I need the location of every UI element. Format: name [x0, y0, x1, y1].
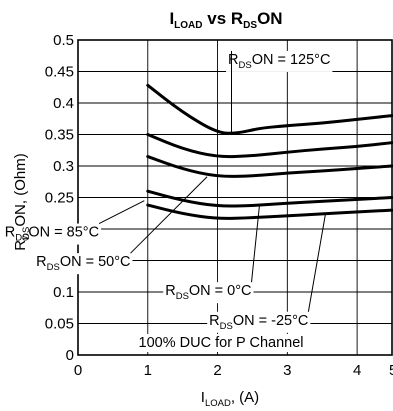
annotation-leader-line: [98, 200, 145, 225]
annotation-label-bg: [207, 311, 311, 333]
y-tick-label: 0.1: [53, 284, 74, 301]
grid-lines: [77, 39, 392, 356]
series-line--25C: [146, 203, 393, 220]
chart-title: ILOAD vs RDSON: [169, 9, 282, 31]
y-tick-label: 0.25: [45, 190, 74, 207]
footnote-label: 100% DUC for P Channel: [139, 335, 304, 351]
y-tick-label: 0.05: [45, 316, 74, 333]
x-axis-label: ILOAD, (A): [201, 389, 259, 409]
series-line-50C: [146, 155, 393, 178]
annotation-leader-line: [130, 176, 208, 254]
y-tick-label: 0.3: [53, 158, 74, 175]
x-tick-label: 4: [353, 362, 361, 379]
footnote-bg: [135, 334, 307, 352]
annotation-label-bg: [163, 282, 254, 304]
x-tick-label-partial: 5: [389, 362, 393, 379]
y-tick-label: 0: [66, 347, 74, 364]
annotation-label-bg: [226, 50, 333, 72]
series-line-85C: [146, 133, 393, 159]
annotation-label-bg: [2, 223, 102, 245]
annotation-label-bg: [34, 253, 133, 275]
y-tick-label: 0.45: [45, 64, 74, 81]
annotation-leader-line: [307, 212, 327, 312]
y-tick-label: 0.35: [45, 127, 74, 144]
series-line-125C: [146, 83, 393, 135]
x-tick-label: 2: [213, 362, 221, 379]
x-tick-label: 1: [144, 362, 152, 379]
series-annotation-label: RDSON = 85°C: [5, 225, 99, 244]
annotation-leader-line: [251, 205, 260, 283]
y-tick-label: 0.4: [53, 95, 74, 112]
series-annotation-label: RDSON = 125°C: [228, 52, 330, 71]
x-tick-label: 0: [74, 362, 82, 379]
series-line-0C: [146, 189, 393, 208]
series-lines: [146, 83, 393, 220]
series-annotation-label: RDSON = -25°C: [209, 313, 308, 332]
x-tick-label: 3: [283, 362, 291, 379]
y-axis-label: RDSON, (Ohm): [12, 153, 32, 250]
y-tick-label: 0.5: [53, 32, 74, 49]
series-annotation-label: RDSON = 0°C: [165, 283, 251, 302]
series-annotation-label: RDSON = 50°C: [36, 254, 130, 273]
